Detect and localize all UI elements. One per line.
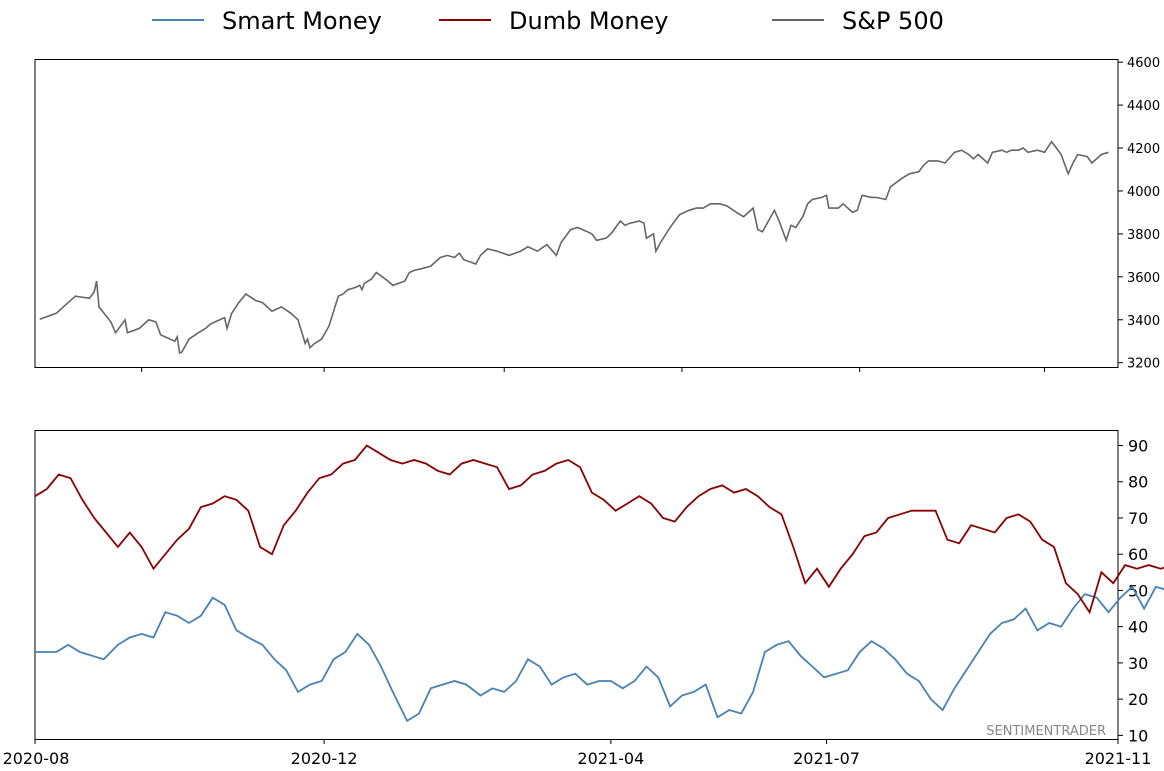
- legend: Smart Money Dumb Money S&P 500: [152, 7, 944, 35]
- legend-label-dumb-money: Dumb Money: [509, 7, 669, 35]
- top-y-tick-label: 3200: [1127, 357, 1160, 372]
- top-y-tick-label: 4600: [1127, 56, 1160, 71]
- bottom-y-tick-label: 90: [1128, 436, 1148, 455]
- dumb-money-series-line: [34, 444, 1164, 615]
- x-tick-label: 2021-11: [1085, 749, 1152, 767]
- bottom-y-tick-label: 50: [1128, 581, 1148, 600]
- watermark: SENTIMENTRADER: [986, 724, 1106, 739]
- bottom-panel: 10 20 30 40 50 60 70 80 90 2020-08 2020-12 2021-04…: [3, 430, 1164, 768]
- top-panel-frame: [34, 59, 1119, 368]
- bottom-y-tick-label: 70: [1128, 509, 1148, 528]
- top-y-tick-label: 3600: [1127, 271, 1160, 286]
- x-tick-label: 2020-12: [291, 749, 358, 767]
- top-y-tick-label: 4400: [1127, 99, 1160, 114]
- bottom-y-tick-label: 80: [1128, 473, 1148, 492]
- sp500-series-line: [39, 140, 1109, 355]
- smart-money-series-line: [35, 585, 1164, 723]
- bottom-y-tick-label: 60: [1128, 545, 1148, 564]
- bottom-y-axis: 10 20 30 40 50 60 70 80 90: [1118, 436, 1148, 745]
- bottom-y-tick-label: 20: [1128, 690, 1148, 709]
- bottom-y-tick-label: 10: [1128, 726, 1148, 745]
- x-tick-label: 2020-08: [3, 749, 70, 767]
- legend-label-smart-money: Smart Money: [222, 7, 382, 35]
- bottom-y-tick-label: 30: [1128, 654, 1148, 673]
- top-x-ticks: [141, 367, 1046, 372]
- bottom-y-tick-label: 40: [1128, 618, 1148, 637]
- top-y-tick-label: 3800: [1127, 228, 1160, 243]
- bottom-panel-frame: [34, 430, 1119, 740]
- x-tick-label: 2021-04: [577, 749, 644, 767]
- top-y-tick-label: 4200: [1127, 142, 1160, 157]
- top-panel: 3200 3400 3600 3800 4000 4200 4400 4600: [34, 56, 1160, 372]
- bottom-x-axis: 2020-08 2020-12 2021-04 2021-07 2021-11: [3, 739, 1152, 768]
- x-tick-label: 2021-07: [793, 749, 860, 767]
- top-y-tick-label: 3400: [1127, 314, 1160, 329]
- legend-label-sp500: S&P 500: [842, 7, 944, 35]
- top-y-tick-label: 4000: [1127, 185, 1160, 200]
- top-y-axis: 3200 3400 3600 3800 4000 4200 4400 4600: [1118, 56, 1160, 372]
